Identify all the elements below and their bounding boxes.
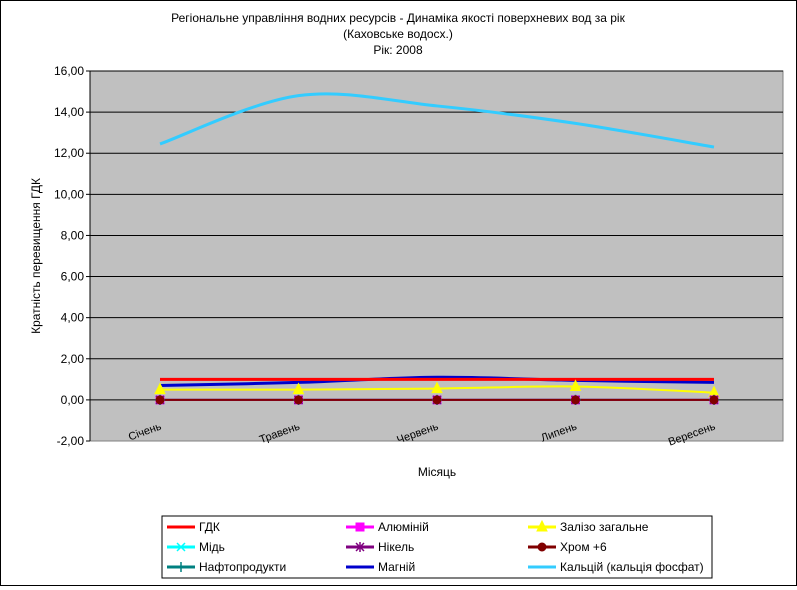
legend-item: Алюміній [346, 520, 429, 534]
data-point [569, 379, 582, 392]
y-tick-label: 10,00 [54, 187, 84, 201]
legend-item: Магній [346, 560, 415, 574]
y-tick-label: -2,00 [57, 434, 85, 448]
x-axis-label: Місяць [418, 465, 456, 479]
legend-label: Хром +6 [560, 540, 607, 554]
y-tick-label: 6,00 [61, 270, 85, 284]
y-tick-label: 8,00 [61, 228, 85, 242]
legend-marker [536, 519, 548, 532]
legend-label: Нікель [378, 540, 414, 554]
y-tick-label: 16,00 [54, 64, 84, 78]
legend-label: Кальцій (кальція фосфат) [560, 560, 704, 574]
series-line [159, 375, 715, 387]
legend-marker [176, 562, 186, 572]
legend-marker [355, 542, 365, 552]
y-tick-label: 12,00 [54, 146, 84, 160]
y-tick-label: 0,00 [61, 393, 85, 407]
legend-item: Хром +6 [528, 540, 607, 554]
legend-item: Кальцій (кальція фосфат) [528, 560, 704, 574]
series-markers [154, 379, 720, 405]
y-tick-label: 4,00 [61, 311, 85, 325]
y-tick-label: 2,00 [61, 352, 85, 366]
legend-item: ГДК [167, 520, 220, 534]
chart-title: Регіональне управління водних ресурсів -… [171, 11, 625, 57]
y-axis-ticks: -2,00 0,00 2,00 4,00 6,00 8,00 10,00 12,00 14,00… [54, 64, 91, 448]
legend-marker [355, 522, 365, 532]
legend-label: ГДК [199, 520, 220, 534]
legend-item: Нікель [346, 540, 414, 554]
legend [161, 515, 713, 579]
data-point [431, 381, 443, 394]
chart-title-line-2: (Каховське водосх.) [343, 27, 453, 41]
legend-item: Залізо загальне [528, 519, 649, 534]
legend-label: Залізо загальне [560, 520, 649, 534]
legend-label: Магній [378, 560, 415, 574]
data-point [432, 395, 442, 405]
data-point [155, 395, 165, 405]
legend-item: Нафтопродукти [167, 560, 286, 574]
series-lines [159, 92, 715, 401]
legend-item: Мідь [167, 540, 225, 554]
y-tick-label: 14,00 [54, 105, 84, 119]
series-line [159, 92, 715, 149]
data-point [294, 395, 303, 405]
legend-label: Мідь [199, 540, 225, 554]
chart-title-line-3: Рік: 2008 [373, 43, 423, 57]
chart-title-line-1: Регіональне управління водних ресурсів -… [171, 11, 625, 25]
data-point [292, 382, 305, 395]
legend-label: Алюміній [378, 520, 429, 534]
legend-items: ГДК Алюміній Залізо загальне Мідь Нікель Хром… [167, 519, 704, 574]
data-point [709, 395, 719, 405]
data-point [571, 395, 580, 405]
y-axis-label: Кратність перевищення ГДК [29, 178, 43, 334]
legend-marker [537, 542, 547, 552]
legend-marker [176, 542, 186, 552]
legend-label: Нафтопродукти [199, 560, 286, 574]
data-point [154, 382, 166, 395]
